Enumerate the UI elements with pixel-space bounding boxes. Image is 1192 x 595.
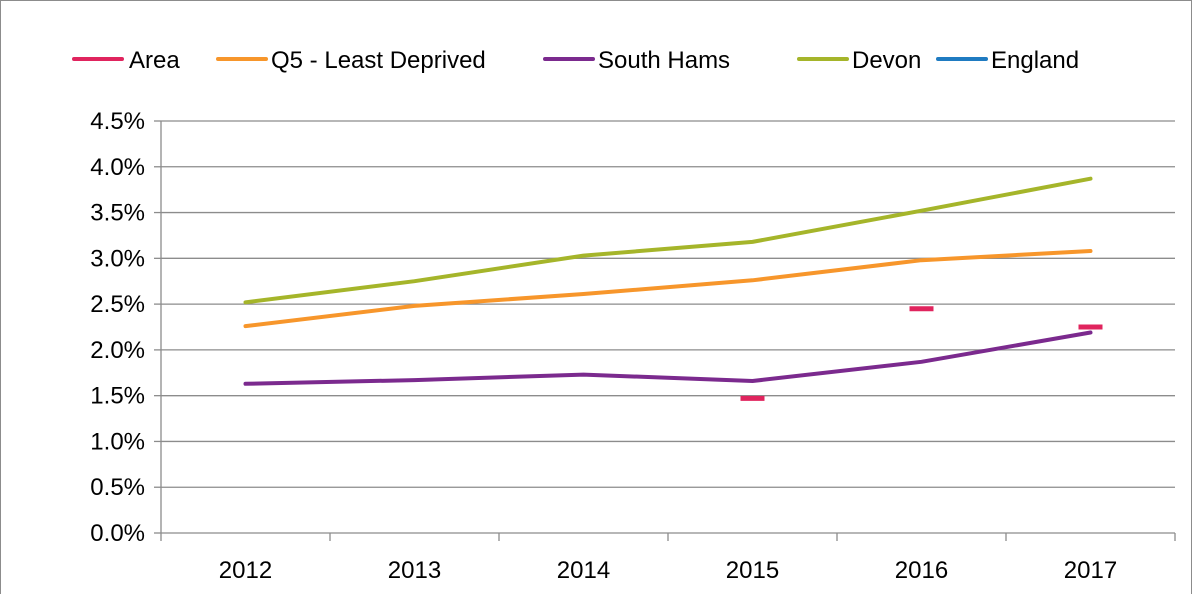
x-tick-label: 2012 xyxy=(219,557,272,584)
x-tick-label: 2015 xyxy=(726,557,779,584)
y-tick-label: 1.5% xyxy=(90,383,145,410)
x-tick-label: 2016 xyxy=(895,557,948,584)
x-tick-label: 2013 xyxy=(388,557,441,584)
legend: Area Q5 - Least Deprived South Hams Devon En… xyxy=(72,47,1079,74)
y-tick-label: 0.5% xyxy=(90,474,145,501)
legend-label-area: Area xyxy=(129,47,180,74)
legend-label-south-hams: South Hams xyxy=(598,47,730,74)
south-hams-series-line xyxy=(243,330,1093,386)
series-lines xyxy=(243,176,1103,401)
y-tick-label: 4.0% xyxy=(90,154,145,181)
q5-least-deprived-series-line xyxy=(243,249,1093,329)
y-tick-label: 2.5% xyxy=(90,291,145,318)
y-tick-label: 3.5% xyxy=(90,200,145,227)
axes: 0.0% 0.5% 1.0% 1.5% 2.0% 2.5% 3.0% 3.5% 4.0% 4.5%… xyxy=(90,108,1176,584)
y-tick-label: 0.0% xyxy=(90,520,145,547)
y-tick-label: 3.0% xyxy=(90,245,145,272)
gridlines xyxy=(161,120,1175,488)
devon-series-line xyxy=(243,176,1093,305)
x-tick-label: 2017 xyxy=(1064,557,1117,584)
y-tick-label: 1.0% xyxy=(90,428,145,455)
x-tick-label: 2014 xyxy=(557,557,610,584)
y-tick-label: 4.5% xyxy=(90,108,145,135)
legend-label-q5-least-deprived: Q5 - Least Deprived xyxy=(271,47,486,74)
y-tick-label: 2.0% xyxy=(90,337,145,364)
legend-label-devon: Devon xyxy=(852,47,921,74)
legend-label-england: England xyxy=(991,47,1079,74)
